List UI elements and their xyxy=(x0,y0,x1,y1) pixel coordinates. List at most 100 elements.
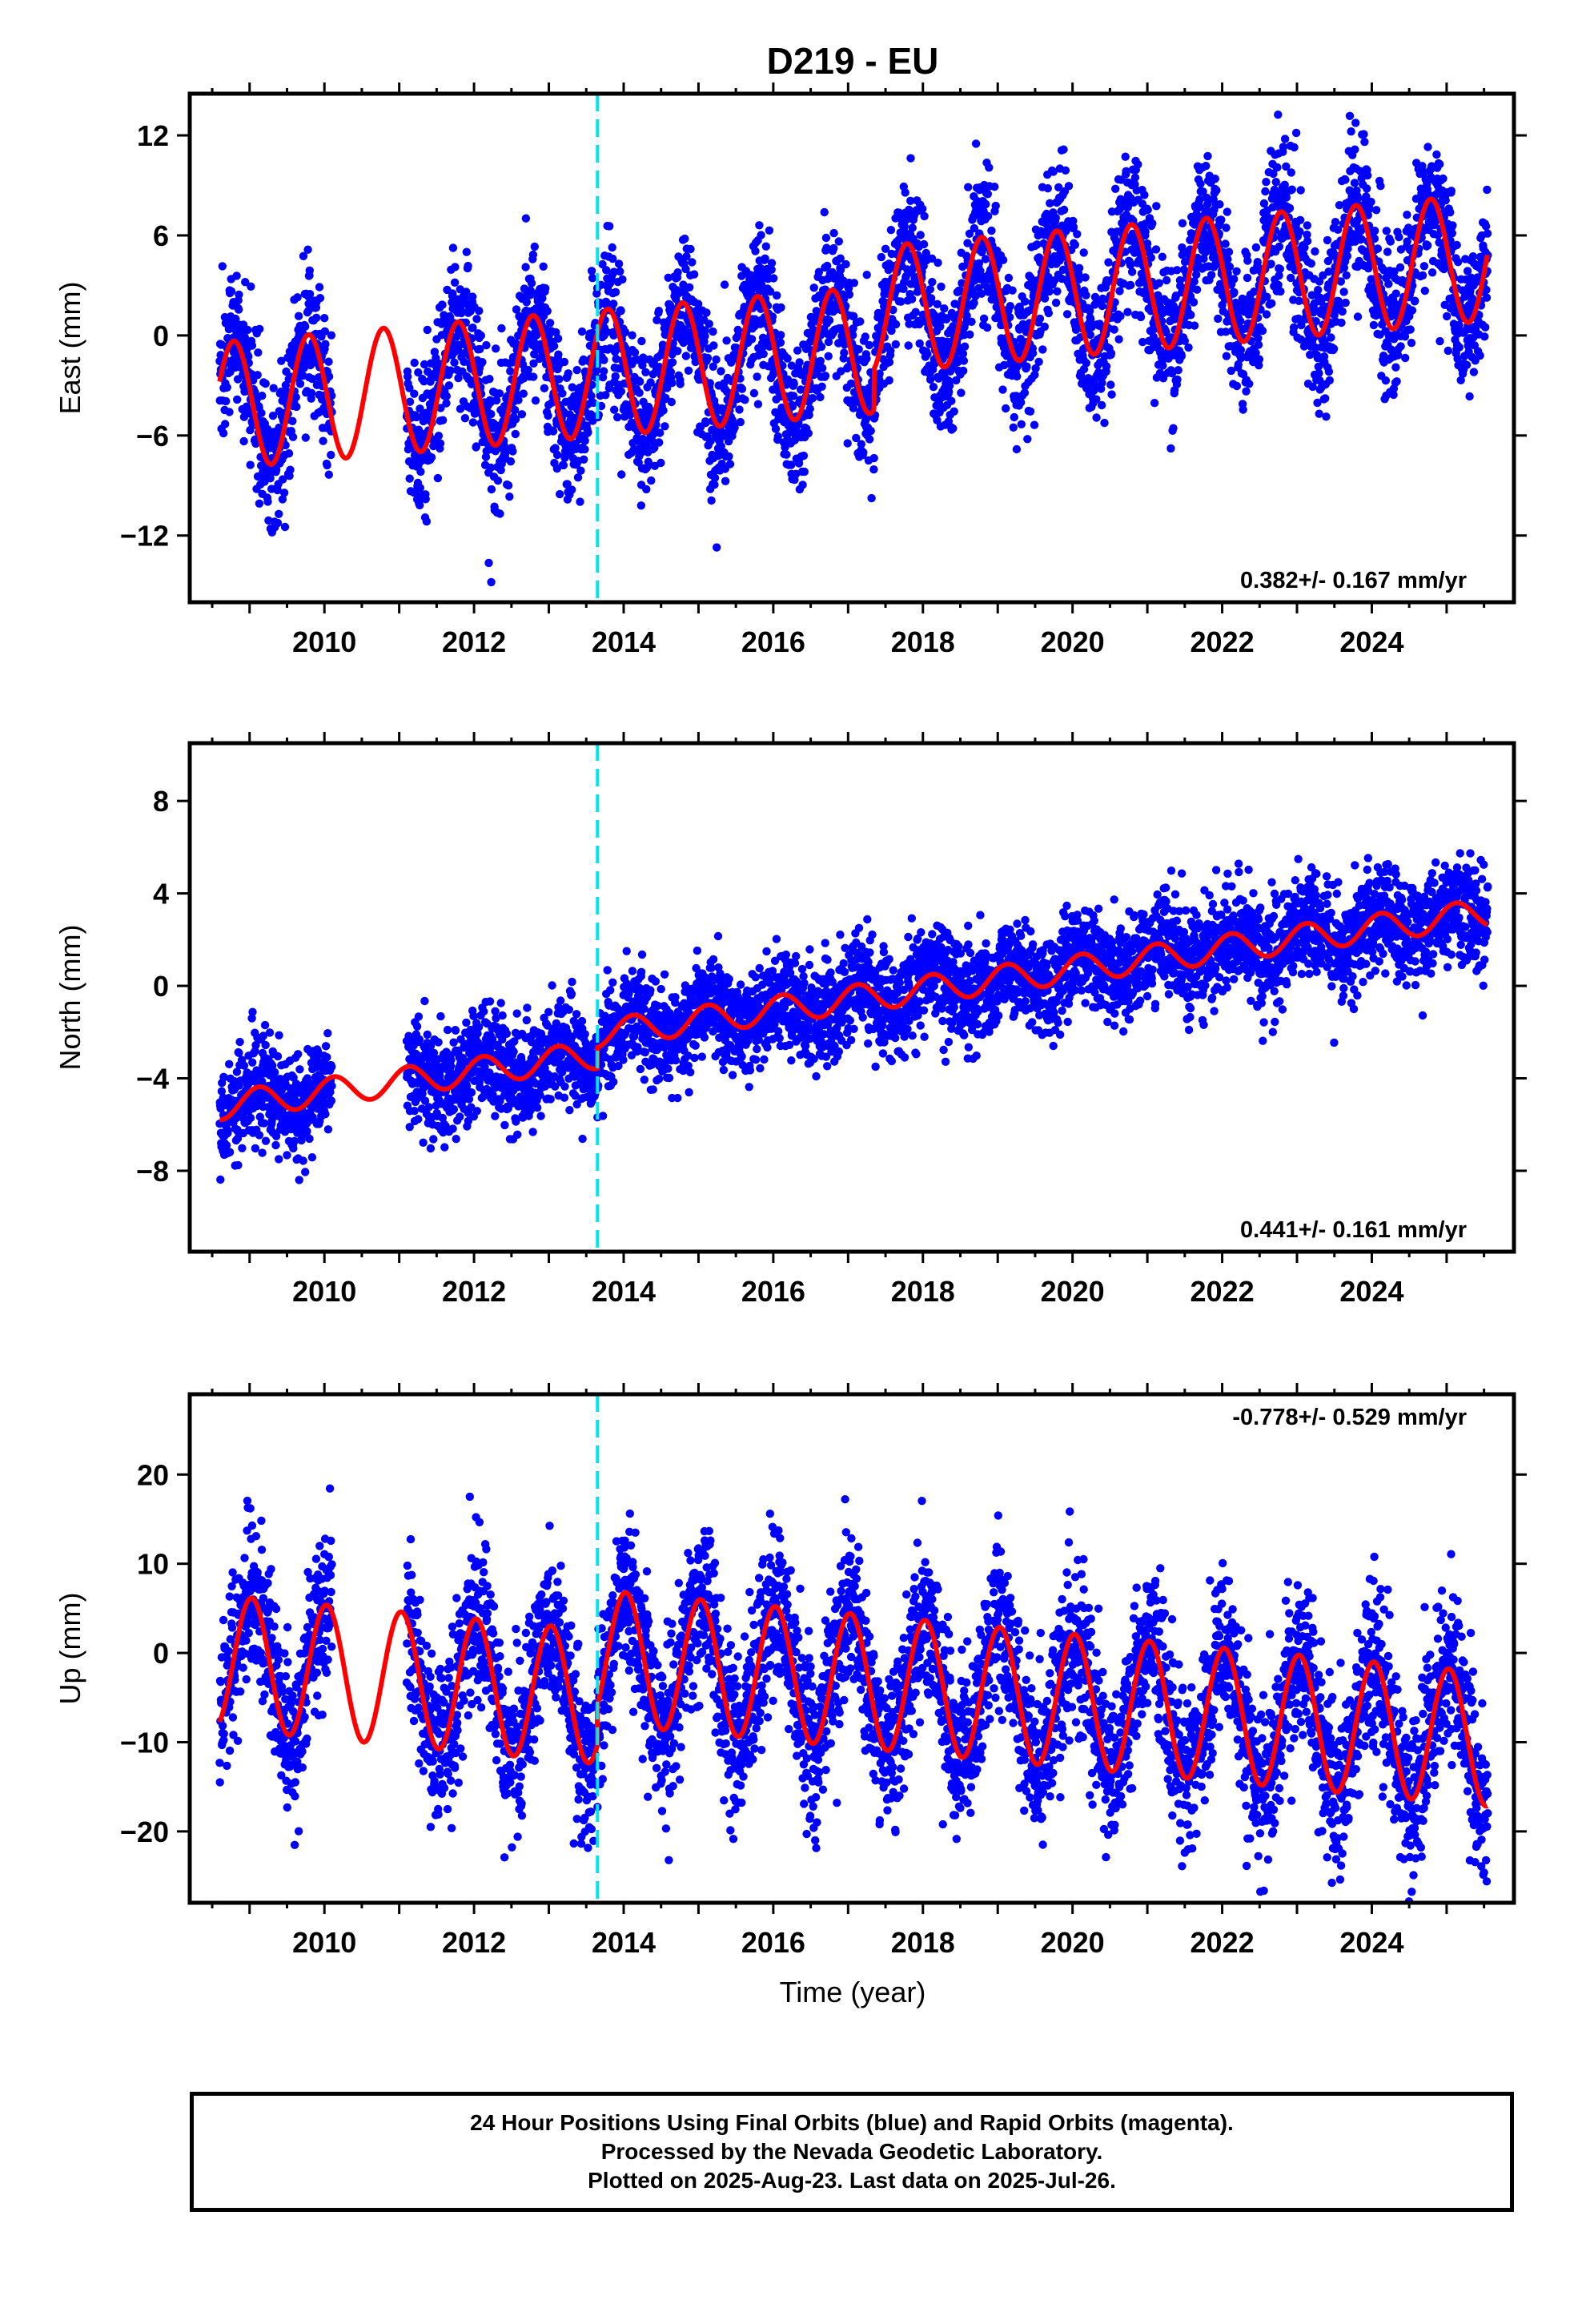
east-data-point xyxy=(1079,248,1088,257)
east-data-point xyxy=(456,404,465,413)
east-data-point xyxy=(1021,297,1030,306)
east-data-point xyxy=(1050,276,1059,285)
east-data-point xyxy=(767,265,776,274)
east-data-point xyxy=(1064,182,1074,191)
east-data-point xyxy=(1230,287,1239,297)
east-data-point xyxy=(1074,263,1084,272)
east-data-point xyxy=(519,389,528,398)
east-data-point xyxy=(1280,180,1289,189)
east-data-point xyxy=(496,465,505,475)
east-data-point xyxy=(442,392,451,400)
east-data-point xyxy=(1098,301,1106,311)
east-data-point xyxy=(486,463,496,472)
east-data-point xyxy=(580,444,589,454)
east-data-point xyxy=(1267,259,1275,268)
east-data-point xyxy=(950,407,958,416)
east-data-point xyxy=(286,465,295,474)
east-data-point xyxy=(559,460,568,470)
east-data-point xyxy=(573,473,583,482)
east-data-point xyxy=(987,226,996,235)
east-data-point xyxy=(608,243,616,252)
east-data-point xyxy=(1322,412,1331,421)
east-data-point xyxy=(1343,251,1352,260)
east-data-point xyxy=(1300,243,1309,252)
east-data-point xyxy=(560,357,569,367)
east-data-point xyxy=(1418,271,1427,280)
east-data-point xyxy=(609,267,618,276)
east-data-point xyxy=(1290,143,1299,152)
east-data-point xyxy=(460,414,470,423)
east-data-point xyxy=(1009,423,1018,432)
east-data-point xyxy=(222,396,231,406)
east-data-point xyxy=(618,275,627,284)
east-data-point xyxy=(821,233,831,243)
east-data-point xyxy=(305,290,315,299)
east-data-point xyxy=(641,368,650,376)
east-data-point xyxy=(511,405,520,415)
east-data-point xyxy=(1396,342,1405,351)
east-data-point xyxy=(462,247,471,256)
east-data-point xyxy=(628,331,636,340)
east-data-point xyxy=(233,395,242,404)
east-data-point xyxy=(976,267,985,275)
east-data-point xyxy=(991,201,1000,211)
east-data-point xyxy=(1446,208,1455,217)
east-data-point xyxy=(928,278,937,287)
east-data-point xyxy=(552,328,560,337)
east-data-point xyxy=(773,291,781,300)
east-data-point xyxy=(276,388,286,396)
east-data-point xyxy=(587,267,596,275)
east-data-point xyxy=(985,163,994,172)
east-data-point xyxy=(1126,260,1135,270)
east-data-point xyxy=(608,254,617,263)
east-data-point xyxy=(673,268,682,277)
east-data-point xyxy=(1423,143,1432,151)
east-data-point xyxy=(475,307,484,316)
east-data-point xyxy=(1295,296,1303,305)
east-data-point xyxy=(482,340,491,350)
north-data-point xyxy=(225,1059,234,1069)
east-data-point xyxy=(1327,333,1335,342)
east-data-point xyxy=(580,436,589,445)
east-data-point xyxy=(1232,267,1241,275)
east-data-point xyxy=(1195,195,1204,204)
east-data-point xyxy=(599,367,608,376)
east-data-point xyxy=(601,391,610,400)
east-data-point xyxy=(1126,280,1135,290)
east-data-point xyxy=(324,372,334,381)
east-data-point xyxy=(849,312,858,321)
east-data-point xyxy=(1140,191,1149,199)
east-data-point xyxy=(1279,143,1288,151)
east-data-point xyxy=(1373,244,1383,253)
east-data-point xyxy=(1149,332,1158,341)
east-data-point xyxy=(1030,370,1039,380)
east-data-point xyxy=(602,266,611,275)
east-data-point xyxy=(646,378,655,387)
east-data-point xyxy=(630,348,640,357)
east-data-point xyxy=(821,372,830,380)
east-data-point xyxy=(1468,252,1478,261)
east-data-point xyxy=(1339,287,1348,296)
east-data-point xyxy=(288,432,298,441)
east-data-point xyxy=(934,258,942,267)
east-data-point xyxy=(1296,186,1305,195)
east-data-point xyxy=(926,285,935,294)
east-data-point xyxy=(1051,213,1061,223)
east-data-point xyxy=(303,245,312,254)
east-data-point xyxy=(1439,174,1447,183)
east-data-point xyxy=(588,398,598,408)
east-data-point xyxy=(877,252,886,262)
east-data-point xyxy=(1381,376,1391,385)
east-data-point xyxy=(834,237,844,246)
east-data-point xyxy=(933,416,942,424)
east-data-point xyxy=(667,397,676,407)
east-data-point xyxy=(1386,237,1395,246)
east-data-point xyxy=(468,292,477,301)
east-data-point xyxy=(1321,394,1330,403)
east-data-point xyxy=(554,350,563,359)
east-data-point xyxy=(1254,334,1263,343)
east-data-point xyxy=(1217,215,1226,224)
east-data-point xyxy=(857,440,866,448)
east-data-point xyxy=(949,424,958,433)
